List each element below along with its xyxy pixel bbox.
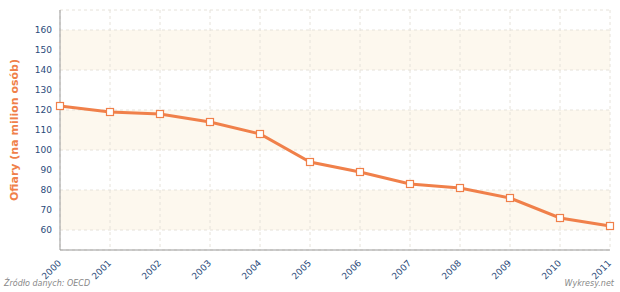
- svg-text:130: 130: [35, 85, 52, 95]
- svg-text:80: 80: [41, 185, 53, 195]
- svg-text:100: 100: [35, 145, 52, 155]
- svg-text:2001: 2001: [90, 258, 113, 281]
- svg-text:2009: 2009: [490, 258, 513, 281]
- svg-text:2011: 2011: [590, 258, 612, 281]
- svg-text:2010: 2010: [540, 258, 563, 281]
- svg-text:2000: 2000: [40, 258, 63, 281]
- svg-text:90: 90: [41, 165, 53, 175]
- svg-text:110: 110: [35, 125, 52, 135]
- svg-text:2004: 2004: [240, 258, 263, 281]
- svg-text:2005: 2005: [290, 258, 313, 281]
- svg-text:120: 120: [35, 105, 52, 115]
- svg-text:2007: 2007: [390, 258, 413, 281]
- svg-text:2003: 2003: [190, 258, 213, 281]
- svg-text:160: 160: [35, 25, 52, 35]
- svg-text:150: 150: [35, 45, 52, 55]
- svg-text:60: 60: [41, 225, 53, 235]
- html-text:Źródło danych: OECD: Źródło danych: OECD: [4, 279, 91, 288]
- svg-text:2002: 2002: [140, 258, 163, 281]
- svg-text:140: 140: [35, 65, 52, 75]
- svg-text:2006: 2006: [340, 258, 363, 281]
- svg-text:2008: 2008: [440, 258, 463, 281]
- svg-text:70: 70: [41, 205, 53, 215]
- html-text:Wykresy.net: Wykresy.net: [564, 279, 614, 288]
- svg-text:Ofiary (na milion osób): Ofiary (na milion osób): [8, 59, 21, 201]
